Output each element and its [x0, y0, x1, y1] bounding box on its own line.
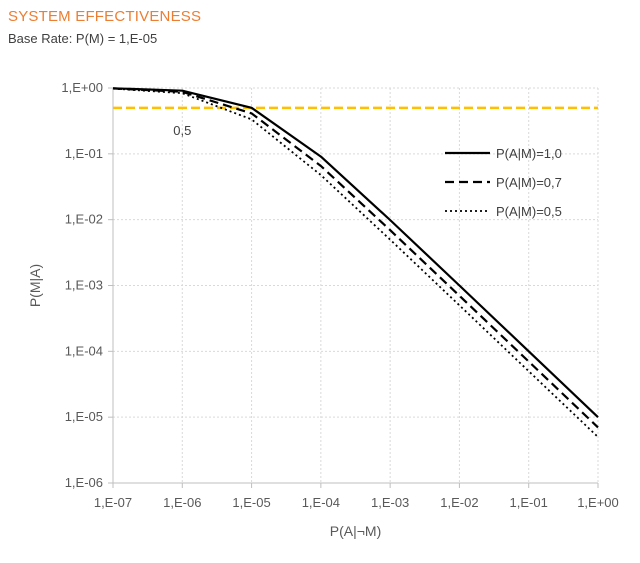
series-lines: [112, 87, 599, 438]
y-axis-label: P(M|A): [27, 264, 43, 307]
y-tick-label: 1,E+00: [61, 80, 103, 95]
y-tick-label: 1,E-02: [65, 212, 103, 227]
chart-title: SYSTEM EFFECTIVENESS: [8, 8, 202, 25]
y-tick-labels: 1,E+00 1,E-01 1,E-02 1,E-03 1,E-04 1,E-05 1,E-…: [61, 80, 103, 490]
axes: [108, 87, 599, 488]
legend-label: P(A|M)=0,7: [496, 175, 562, 190]
y-tick-label: 1,E-01: [65, 146, 103, 161]
x-axis-label: P(A|¬M): [330, 523, 381, 539]
x-tick-label: 1,E-01: [510, 495, 548, 510]
y-tick-label: 1,E-04: [65, 343, 103, 358]
y-tick-label: 1,E-03: [65, 278, 103, 293]
y-tick-label: 1,E-05: [65, 409, 103, 424]
x-tick-label: 1,E-06: [163, 495, 201, 510]
x-tick-label: 1,E-04: [302, 495, 340, 510]
x-tick-label: 1,E-03: [371, 495, 409, 510]
x-tick-label: 1,E-05: [232, 495, 270, 510]
series-line: [112, 87, 599, 438]
legend-label: P(A|M)=1,0: [496, 146, 562, 161]
chart-subtitle: Base Rate: P(M) = 1,E-05: [8, 31, 158, 46]
reference-line-group: 0,5: [113, 106, 598, 138]
legend-label: P(A|M)=0,5: [496, 204, 562, 219]
reference-line-label: 0,5: [173, 123, 191, 138]
x-tick-label: 1,E+00: [577, 495, 619, 510]
series-line: [112, 87, 599, 418]
y-tick-label: 1,E-06: [65, 475, 103, 490]
legend: P(A|M)=1,0 P(A|M)=0,7 P(A|M)=0,5: [445, 146, 562, 219]
x-tick-label: 1,E-07: [94, 495, 132, 510]
x-tick-label: 1,E-02: [440, 495, 478, 510]
x-tick-labels: 1,E-07 1,E-06 1,E-05 1,E-04 1,E-03 1,E-02 1,E-…: [94, 495, 619, 510]
series-line: [112, 87, 599, 429]
